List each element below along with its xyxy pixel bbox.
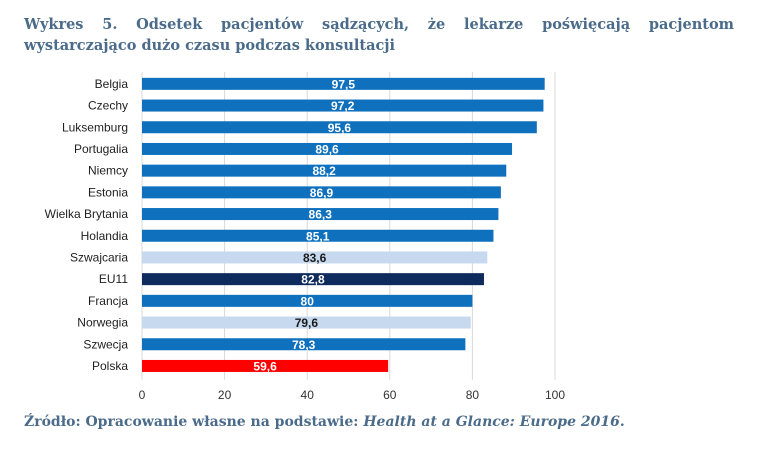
category-label: Belgia	[95, 77, 129, 91]
source-work: Health at a Glance: Europe 2016	[363, 414, 620, 430]
category-label: Polska	[92, 359, 128, 373]
data-label: 80	[301, 294, 315, 308]
bar-norwegia	[142, 316, 471, 329]
data-label: 86,9	[310, 186, 334, 200]
category-label: Holandia	[81, 229, 129, 243]
data-label: 88,2	[312, 164, 336, 178]
data-label: 97,5	[332, 77, 356, 91]
bar-czechy	[142, 99, 544, 112]
bar-szwecja	[142, 338, 466, 351]
data-label: 89,6	[315, 142, 339, 156]
data-label: 82,8	[301, 273, 325, 287]
category-label: EU11	[99, 272, 128, 286]
data-label: 86,3	[309, 208, 333, 222]
data-label: 78,3	[292, 338, 316, 352]
chart-title: Wykres 5. Odsetek pacjentów sądzących, ż…	[24, 16, 734, 54]
source-suffix: .	[619, 414, 625, 430]
value-labels: 97,5 97,2 95,6 89,6 88,2 86,9 86,3 85,1 83,6 82,8…	[253, 77, 355, 373]
gridlines	[141, 72, 556, 380]
data-label: 83,6	[303, 251, 327, 265]
x-tick-label: 80	[466, 388, 480, 402]
data-label: 59,6	[253, 359, 277, 373]
bar-wielka-brytania	[142, 208, 499, 221]
category-label: Francja	[88, 294, 128, 308]
x-tick-label: 20	[218, 388, 232, 402]
bar-francja	[142, 294, 473, 307]
x-tick-label: 40	[301, 388, 315, 402]
bar-polska	[142, 359, 389, 372]
bars	[142, 77, 545, 372]
bar-portugalia	[142, 142, 513, 155]
x-tick-label: 60	[383, 388, 397, 402]
category-label: Estonia	[88, 185, 128, 199]
category-label: Niemcy	[88, 164, 128, 178]
bar-estonia	[142, 186, 501, 199]
category-label: Szwajcaria	[70, 250, 128, 264]
category-label: Czechy	[88, 99, 128, 113]
data-label: 79,6	[295, 316, 319, 330]
data-label: 95,6	[328, 121, 352, 135]
x-axis-ticks: 0 20 40 60 80 100	[139, 388, 566, 402]
category-label: Wielka Brytania	[45, 207, 129, 221]
source-prefix: Źródło: Opracowanie własne na podstawie:	[24, 414, 364, 430]
bar-niemcy	[142, 164, 507, 177]
source-note: Źródło: Opracowanie własne na podstawie:…	[24, 414, 734, 430]
category-label: Norwegia	[77, 316, 128, 330]
bar-luksemburg	[142, 121, 537, 134]
bar-holandia	[142, 229, 494, 242]
bar-chart: Belgia Czechy Luksemburg Portugalia Niemcy Es…	[45, 72, 566, 402]
data-label: 85,1	[306, 229, 330, 243]
category-label: Luksemburg	[62, 120, 128, 134]
bar-szwajcaria	[142, 251, 488, 264]
bar-eu11	[142, 273, 484, 286]
x-tick-label: 0	[139, 388, 146, 402]
x-tick-label: 100	[545, 388, 565, 402]
category-labels: Belgia Czechy Luksemburg Portugalia Niemcy Es…	[45, 77, 129, 373]
category-label: Szwecja	[83, 337, 128, 351]
category-label: Portugalia	[74, 142, 128, 156]
data-label: 97,2	[331, 99, 355, 113]
bar-belgia	[142, 77, 545, 90]
